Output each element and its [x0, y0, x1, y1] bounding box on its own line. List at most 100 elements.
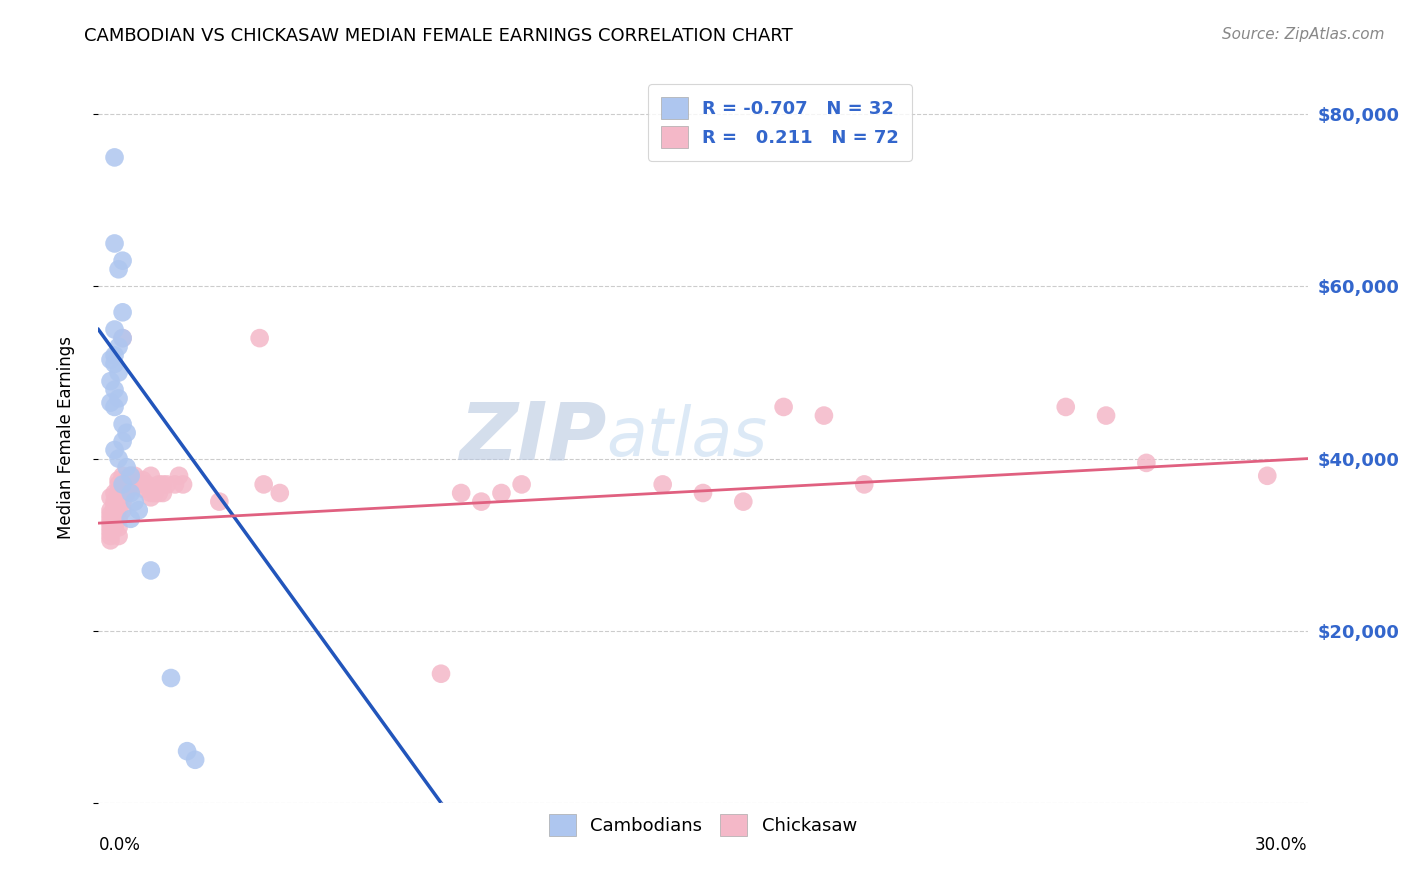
- Point: [107, 529, 129, 543]
- Point: [100, 512, 122, 526]
- Point: [100, 352, 122, 367]
- Point: [111, 468, 134, 483]
- Point: [107, 262, 129, 277]
- Point: [111, 417, 134, 432]
- Point: [103, 499, 125, 513]
- Point: [103, 486, 125, 500]
- Point: [103, 516, 125, 530]
- Point: [430, 666, 453, 681]
- Point: [111, 477, 134, 491]
- Point: [148, 477, 170, 491]
- Point: [103, 236, 125, 251]
- Point: [100, 491, 122, 505]
- Point: [111, 494, 134, 508]
- Point: [1135, 456, 1157, 470]
- Point: [139, 486, 162, 500]
- Point: [128, 477, 150, 491]
- Point: [103, 508, 125, 522]
- Text: 0.0%: 0.0%: [98, 836, 141, 854]
- Point: [120, 468, 142, 483]
- Point: [107, 477, 129, 491]
- Point: [111, 331, 134, 345]
- Point: [111, 482, 134, 496]
- Point: [450, 486, 472, 500]
- Point: [120, 486, 142, 500]
- Point: [100, 374, 122, 388]
- Point: [100, 529, 122, 543]
- Legend: Cambodians, Chickasaw: Cambodians, Chickasaw: [540, 805, 866, 845]
- Point: [107, 473, 129, 487]
- Point: [100, 520, 122, 534]
- Point: [100, 503, 122, 517]
- Point: [115, 425, 138, 440]
- Point: [120, 512, 142, 526]
- Point: [103, 503, 125, 517]
- Point: [1095, 409, 1118, 423]
- Point: [107, 392, 129, 406]
- Point: [111, 434, 134, 449]
- Text: ZIP: ZIP: [458, 398, 606, 476]
- Point: [132, 482, 155, 496]
- Point: [115, 486, 138, 500]
- Point: [253, 477, 276, 491]
- Point: [143, 486, 166, 500]
- Text: 30.0%: 30.0%: [1256, 836, 1308, 854]
- Point: [100, 516, 122, 530]
- Point: [120, 477, 142, 491]
- Point: [813, 409, 835, 423]
- Point: [172, 477, 194, 491]
- Point: [491, 486, 513, 500]
- Point: [103, 322, 125, 336]
- Point: [176, 744, 198, 758]
- Point: [115, 477, 138, 491]
- Point: [115, 473, 138, 487]
- Point: [103, 348, 125, 362]
- Point: [772, 400, 794, 414]
- Point: [107, 494, 129, 508]
- Point: [103, 400, 125, 414]
- Point: [124, 494, 146, 508]
- Point: [124, 468, 146, 483]
- Point: [107, 512, 129, 526]
- Text: Source: ZipAtlas.com: Source: ZipAtlas.com: [1222, 27, 1385, 42]
- Point: [163, 477, 186, 491]
- Point: [103, 442, 125, 457]
- Point: [167, 468, 190, 483]
- Point: [1256, 468, 1278, 483]
- Point: [100, 524, 122, 539]
- Point: [103, 357, 125, 371]
- Point: [208, 494, 231, 508]
- Point: [107, 491, 129, 505]
- Point: [152, 477, 174, 491]
- Y-axis label: Median Female Earnings: Median Female Earnings: [56, 335, 75, 539]
- Point: [651, 477, 673, 491]
- Point: [107, 366, 129, 380]
- Point: [128, 503, 150, 517]
- Point: [510, 477, 533, 491]
- Point: [184, 753, 207, 767]
- Point: [1054, 400, 1077, 414]
- Point: [139, 564, 162, 578]
- Point: [103, 494, 125, 508]
- Point: [132, 473, 155, 487]
- Point: [107, 503, 129, 517]
- Point: [115, 460, 138, 475]
- Text: CAMBODIAN VS CHICKASAW MEDIAN FEMALE EARNINGS CORRELATION CHART: CAMBODIAN VS CHICKASAW MEDIAN FEMALE EAR…: [84, 27, 793, 45]
- Point: [103, 150, 125, 164]
- Point: [111, 305, 134, 319]
- Point: [111, 253, 134, 268]
- Point: [103, 383, 125, 397]
- Point: [692, 486, 714, 500]
- Point: [148, 486, 170, 500]
- Point: [111, 477, 134, 491]
- Point: [111, 331, 134, 345]
- Point: [107, 451, 129, 466]
- Point: [100, 508, 122, 522]
- Point: [470, 494, 492, 508]
- Point: [139, 491, 162, 505]
- Point: [160, 671, 183, 685]
- Point: [100, 533, 122, 548]
- Point: [111, 503, 134, 517]
- Text: atlas: atlas: [606, 404, 768, 470]
- Point: [152, 486, 174, 500]
